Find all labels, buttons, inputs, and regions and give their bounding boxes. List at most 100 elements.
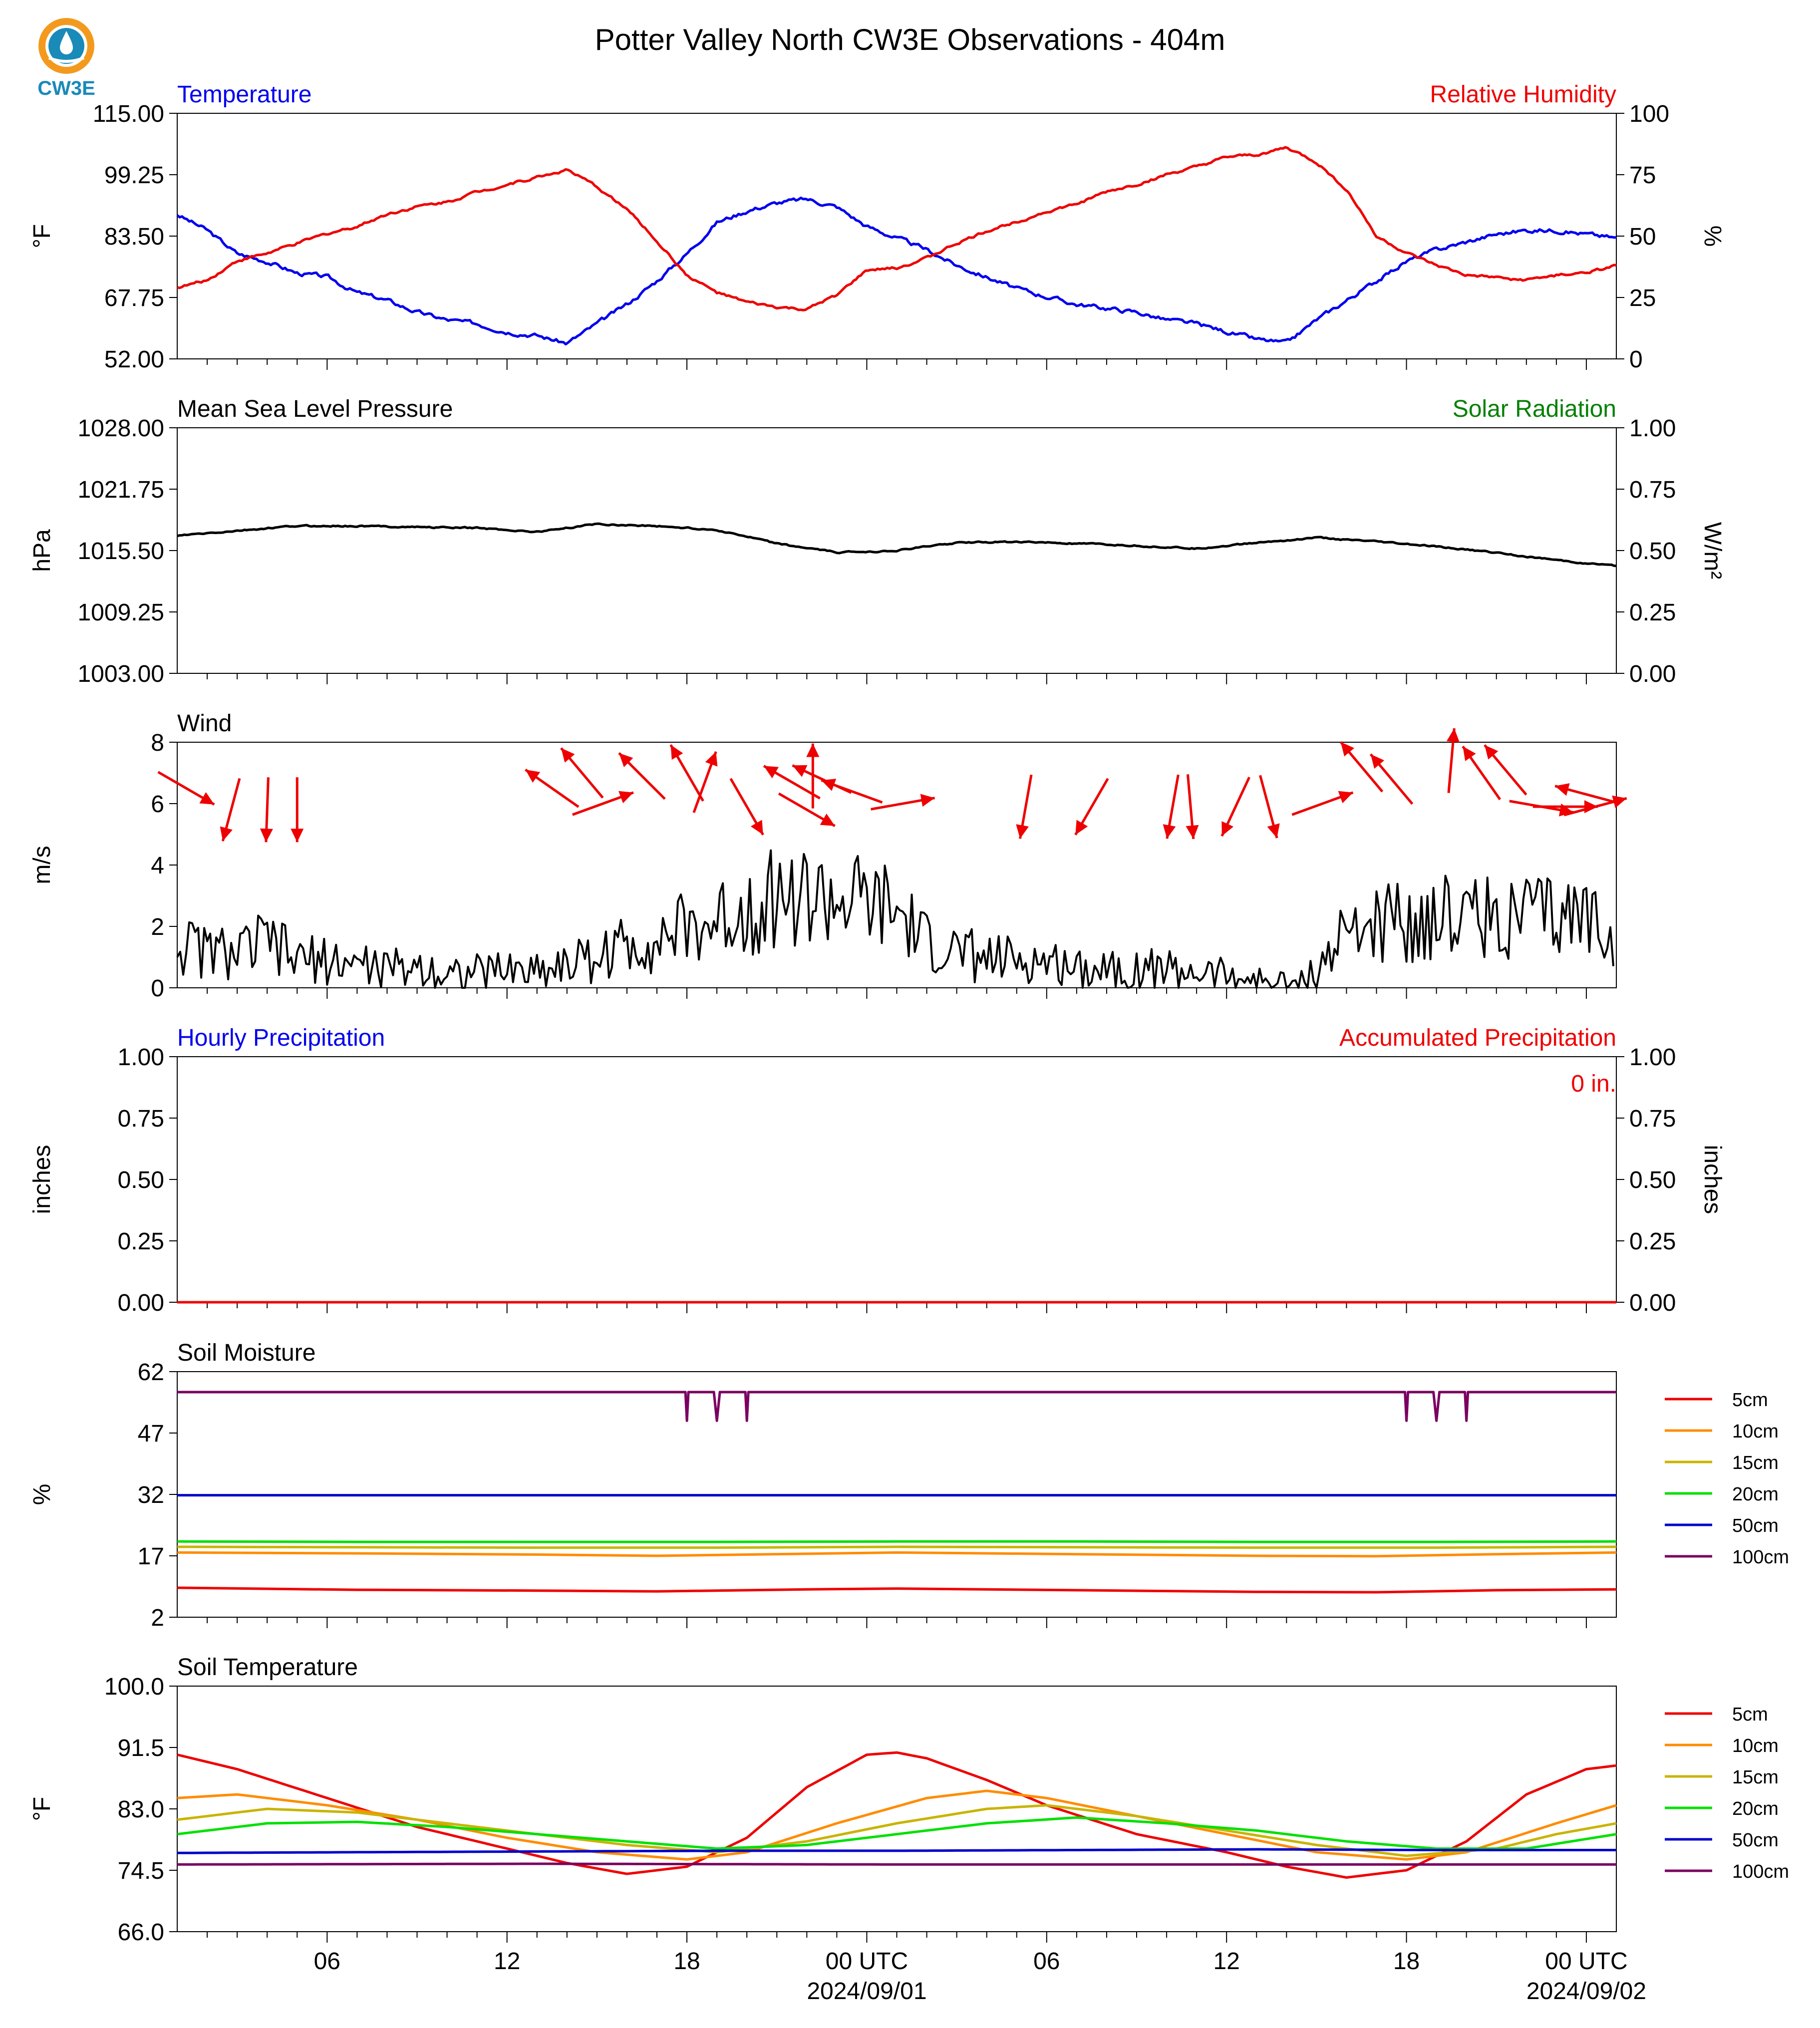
- legend-label: 50cm: [1732, 1515, 1779, 1536]
- y-tick-label-left: 83.50: [104, 224, 164, 250]
- y-tick-label-left: 2: [151, 1605, 164, 1631]
- x-tick-label: 06: [314, 1948, 340, 1975]
- panel-mean-sea-level-pressure: Mean Sea Level Pressure Solar Radiation10…: [29, 396, 1726, 687]
- y-tick-label-left: 1.00: [118, 1044, 164, 1071]
- panel-soil-moisture: Soil Moisture217324762%5cm10cm15cm20cm50…: [29, 1340, 1789, 1631]
- y-tick-label-right: 0.00: [1629, 1290, 1676, 1316]
- legend: 5cm 10cm 15cm 20cm 50cm 100cm: [1665, 1390, 1789, 1568]
- y-axis-label-right: %: [1699, 226, 1726, 247]
- y-tick-label-right: 0.25: [1629, 1228, 1676, 1255]
- x-tick-date-label: 2024/09/01: [807, 1978, 926, 2005]
- y-tick-label-left: 0.75: [118, 1106, 164, 1132]
- panel-title-left: Soil Temperature: [177, 1654, 358, 1681]
- y-tick-label-right: 0.00: [1629, 661, 1676, 687]
- y-tick-label-left: 32: [138, 1482, 164, 1508]
- y-tick-label-left: 8: [151, 730, 164, 756]
- series-line-5cm: [177, 1588, 1616, 1592]
- panel-soil-temperature: Soil Temperature 66.0 74.5 83.0 91.5 100.0 °F 0…: [29, 1654, 1789, 2005]
- legend-label: 15cm: [1732, 1767, 1779, 1788]
- y-tick-label-left: 83.0: [118, 1796, 164, 1823]
- panel-title-left: Soil Moisture: [177, 1340, 315, 1366]
- legend: 5cm 10cm 15cm 20cm 50cm 100cm: [1665, 1704, 1789, 1882]
- legend-label: 20cm: [1732, 1484, 1779, 1505]
- series-line: [177, 198, 1616, 344]
- y-tick-label-left: 91.5: [118, 1735, 164, 1761]
- panel-title-left: Temperature: [177, 81, 311, 108]
- series-line-15cm: [177, 1805, 1616, 1856]
- y-tick-label-right: 1.00: [1629, 415, 1676, 442]
- series-line: [177, 147, 1616, 310]
- x-tick-label: 18: [673, 1948, 700, 1975]
- y-tick-label-left: 2: [151, 914, 164, 940]
- y-tick-label-right: 100: [1629, 101, 1669, 127]
- y-tick-label-left: 52.00: [104, 346, 164, 373]
- panel-title-right: Relative Humidity: [1430, 81, 1616, 108]
- y-tick-label-right: 50: [1629, 224, 1656, 250]
- y-tick-label-left: 1009.25: [77, 599, 164, 626]
- y-tick-label-right: 0.50: [1629, 538, 1676, 565]
- wind-arrow-head: [1163, 824, 1176, 839]
- y-tick-label-left: 67.75: [104, 285, 164, 311]
- y-tick-label-left: 66.0: [118, 1919, 164, 1946]
- wind-arrow-head: [1612, 796, 1626, 808]
- y-axis-label-left: hPa: [29, 529, 55, 572]
- wind-arrow-head: [1447, 728, 1460, 742]
- panel-title-right: Accumulated Precipitation: [1339, 1025, 1616, 1051]
- series-line-100cm: [177, 1392, 1616, 1421]
- wind-arrow-head: [526, 770, 541, 783]
- y-axis-label-right: W/m²: [1699, 522, 1726, 579]
- wind-arrow-head: [1267, 823, 1280, 838]
- accumulated-total: 0 in.: [1571, 1071, 1616, 1097]
- wind-arrow-head: [220, 827, 233, 841]
- wind-arrow-head: [821, 779, 836, 791]
- y-tick-label-left: 1015.50: [77, 538, 164, 565]
- legend-label: 100cm: [1732, 1547, 1789, 1568]
- wind-arrow-head: [705, 752, 718, 767]
- y-tick-label-left: 1028.00: [77, 415, 164, 442]
- y-axis-label-left: inches: [29, 1145, 55, 1214]
- y-tick-label-left: 0.50: [118, 1167, 164, 1193]
- legend-label: 5cm: [1732, 1704, 1768, 1725]
- y-tick-label-left: 0.25: [118, 1228, 164, 1255]
- wind-arrow-head: [1555, 783, 1569, 796]
- y-tick-label-left: 100.0: [104, 1674, 164, 1700]
- panel-hourly-precipitation: Hourly Precipitation Accumulated Precipit…: [29, 1025, 1726, 1316]
- wind-arrow-head: [618, 791, 633, 804]
- y-tick-label-left: 115.00: [93, 101, 164, 127]
- y-tick-label-left: 74.5: [118, 1858, 164, 1884]
- series-line-10cm: [177, 1552, 1616, 1556]
- y-axis-label-left: °F: [29, 1797, 55, 1821]
- wind-arrow-head: [1016, 824, 1029, 839]
- panel-title-left: Hourly Precipitation: [177, 1025, 385, 1051]
- y-axis-label-left: °F: [29, 224, 55, 249]
- wind-direction-arrows: [158, 728, 1627, 842]
- y-tick-label-right: 1.00: [1629, 1044, 1676, 1071]
- y-tick-label-left: 47: [138, 1421, 164, 1447]
- series-line: [177, 524, 1616, 566]
- x-tick-label: 12: [494, 1948, 520, 1975]
- wind-arrow-head: [260, 829, 273, 842]
- wind-arrow-head: [1463, 746, 1476, 761]
- panel-wind: Wind 0 2 4 6 8 m/s: [29, 710, 1627, 1002]
- y-tick-label-right: 0: [1629, 346, 1643, 373]
- y-axis-label-left: m/s: [29, 846, 55, 884]
- wind-arrow-head: [920, 794, 935, 807]
- series-line-50cm: [177, 1849, 1616, 1853]
- legend-label: 15cm: [1732, 1452, 1779, 1473]
- y-tick-label-left: 1021.75: [77, 477, 164, 503]
- y-tick-label-left: 62: [138, 1359, 164, 1386]
- y-tick-label-left: 0.00: [118, 1290, 164, 1316]
- legend-label: 5cm: [1732, 1390, 1768, 1411]
- wind-arrow-head: [1338, 791, 1353, 804]
- y-tick-label-right: 0.75: [1629, 1106, 1676, 1132]
- y-tick-label-left: 0: [151, 975, 164, 1002]
- panel-title-left: Mean Sea Level Pressure: [177, 396, 453, 422]
- series-line: [177, 851, 1613, 988]
- x-tick-label: 00 UTC: [1545, 1948, 1627, 1975]
- y-tick-label-right: 0.25: [1629, 599, 1676, 626]
- y-tick-label-left: 1003.00: [77, 661, 164, 687]
- x-tick-label: 00 UTC: [826, 1948, 908, 1975]
- y-tick-label-right: 25: [1629, 285, 1656, 311]
- wind-arrow-head: [1186, 825, 1199, 839]
